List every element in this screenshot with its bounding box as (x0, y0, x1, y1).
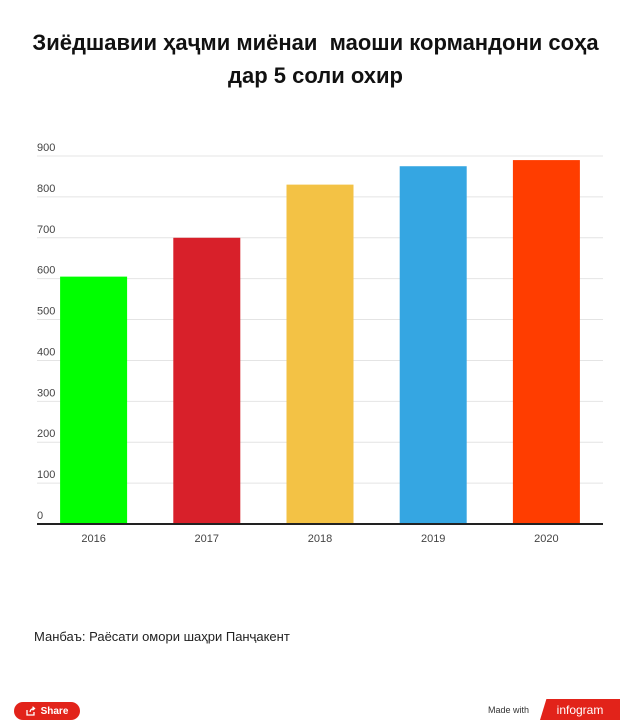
x-tick-label: 2019 (421, 533, 445, 545)
infogram-logo-link[interactable]: infogram (540, 699, 620, 720)
chart-title-line-1: Зиёдшавии ҳаҷми миёнаи маоши кормандони … (32, 30, 599, 55)
y-tick-label: 600 (37, 265, 55, 277)
x-tick-label: 2018 (308, 533, 332, 545)
chart-title-line-2: дар 5 соли охир (228, 63, 403, 88)
share-button[interactable]: Share (14, 702, 80, 720)
y-tick-label: 100 (37, 469, 55, 481)
chart-title: Зиёдшавии ҳаҷми миёнаи маоши кормандони … (0, 26, 631, 92)
source-note: Манбаъ: Раёсати омори шаҳри Панҷакент (34, 629, 290, 644)
bar-chart: 0 100 200 300 400 500 600 700 800 900 2016 2017 2018… (37, 142, 603, 545)
x-tick-label: 2020 (534, 533, 558, 545)
bar (60, 276, 128, 524)
y-tick-label: 900 (37, 142, 55, 154)
bar (173, 237, 241, 524)
y-tick-label: 400 (37, 346, 55, 358)
bar (399, 166, 467, 524)
share-icon (25, 706, 36, 716)
share-label: Share (40, 705, 69, 717)
y-tick-label: 800 (37, 183, 55, 195)
bar (286, 184, 354, 524)
y-tick-label: 300 (37, 387, 55, 399)
bar (512, 160, 580, 525)
y-tick-label: 700 (37, 224, 55, 236)
y-tick-label: 500 (37, 306, 55, 318)
y-tick-label: 200 (37, 428, 55, 440)
y-tick-label: 0 (37, 510, 43, 522)
made-with-text: Made with (488, 705, 530, 715)
x-tick-label: 2017 (195, 533, 219, 545)
x-tick-label: 2016 (81, 533, 105, 545)
